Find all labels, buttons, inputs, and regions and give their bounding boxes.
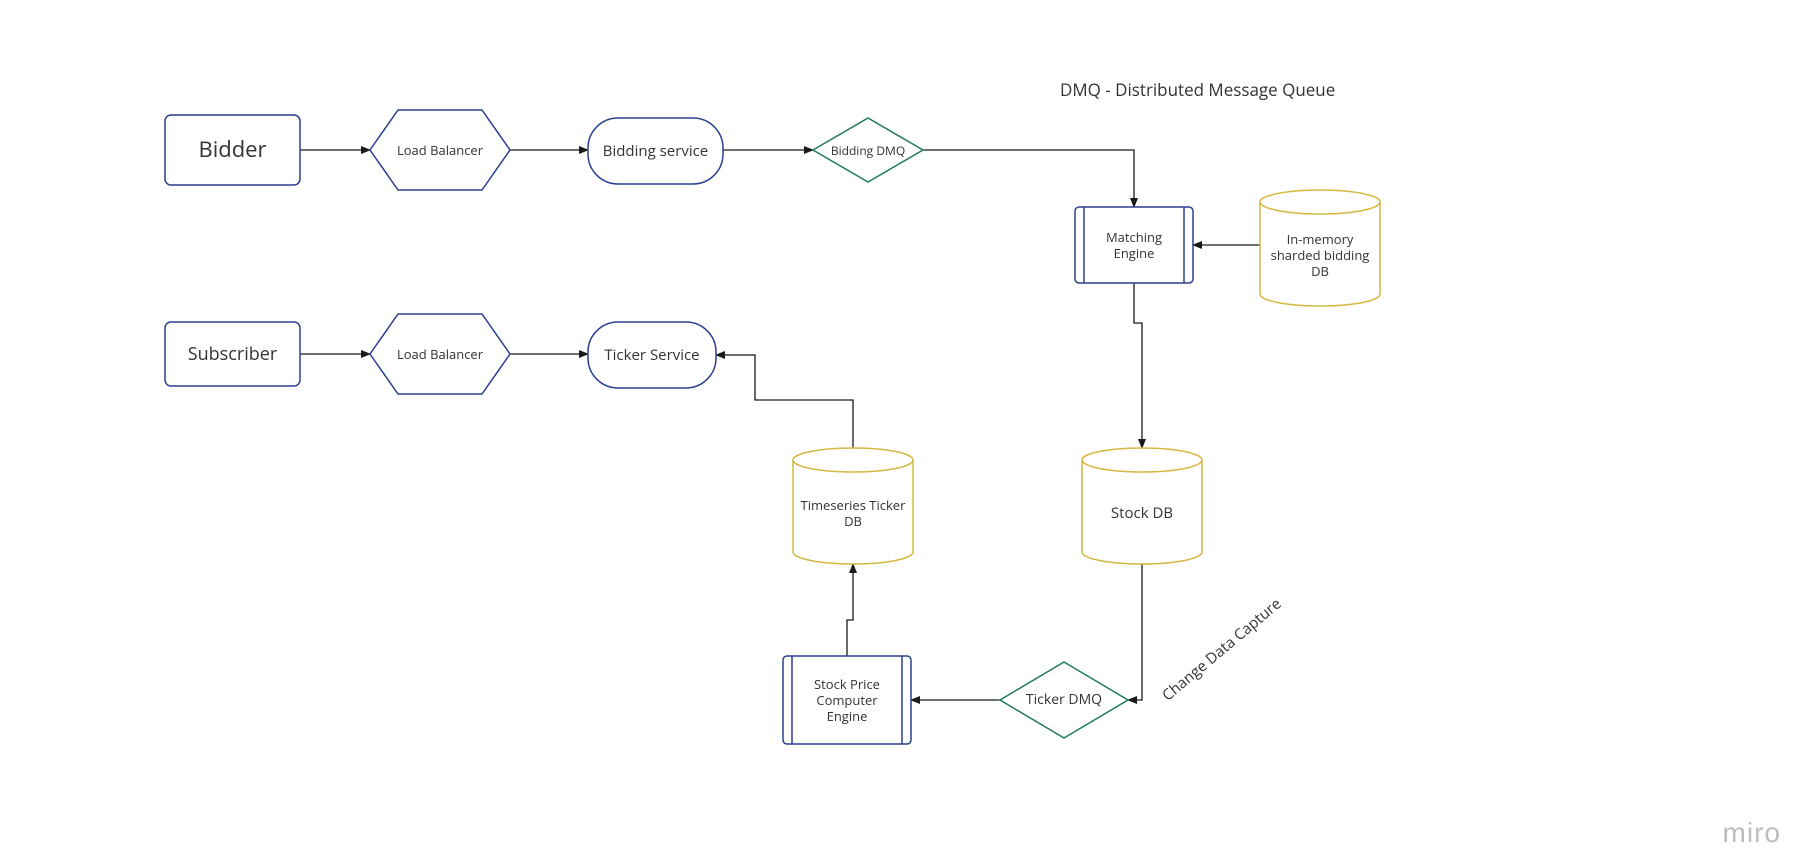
node-label-bidding_service: Bidding service (597, 138, 714, 165)
node-bidder: Bidder (165, 115, 300, 185)
node-label-spce: Stock Price Computer Engine (793, 672, 901, 729)
edge-spce-to-ticker_db (847, 564, 853, 656)
node-stock_db: Stock DB (1082, 466, 1202, 560)
node-label-lb1: Load Balancer (391, 138, 489, 162)
node-label-subscriber: Subscriber (182, 339, 284, 370)
node-bidding_db: In-memory sharded bidding DB (1260, 208, 1380, 302)
edge-bidding_dmq-to-matching_engine (923, 150, 1134, 207)
node-bidding_dmq: Bidding DMQ (813, 118, 923, 182)
annotation-cdc_caption: Change Data Capture (1158, 594, 1285, 705)
annotation-dmq_caption: DMQ - Distributed Message Queue (1060, 78, 1335, 101)
node-label-matching_engine: Matching Engine (1085, 225, 1183, 266)
node-ticker_db: Timeseries Ticker DB (793, 466, 913, 560)
node-label-lb2: Load Balancer (391, 342, 489, 366)
node-ticker_service: Ticker Service (588, 322, 716, 388)
node-bidding_service: Bidding service (588, 118, 723, 184)
node-label-stock_db: Stock DB (1105, 500, 1179, 527)
node-label-ticker_dmq: Ticker DMQ (1020, 687, 1108, 713)
node-lb1: Load Balancer (370, 110, 510, 190)
node-label-bidding_dmq: Bidding DMQ (825, 139, 911, 162)
edge-stock_db-to-ticker_dmq (1128, 564, 1142, 700)
node-lb2: Load Balancer (370, 314, 510, 394)
node-label-bidding_db: In-memory sharded bidding DB (1260, 227, 1380, 284)
node-label-ticker_db: Timeseries Ticker DB (793, 493, 913, 534)
node-ticker_dmq: Ticker DMQ (1000, 662, 1128, 738)
node-subscriber: Subscriber (165, 322, 300, 386)
diagram-canvas: Bidder Load Balancer Bidding service Biddin… (0, 0, 1809, 863)
node-label-ticker_service: Ticker Service (598, 342, 705, 369)
node-spce: Stock Price Computer Engine (793, 656, 901, 744)
edge-ticker_db-to-ticker_service (716, 355, 853, 448)
node-matching_engine: Matching Engine (1085, 207, 1183, 283)
node-label-bidder: Bidder (192, 132, 272, 168)
edge-matching_engine-to-stock_db (1134, 283, 1142, 448)
miro-watermark: miro (1723, 817, 1781, 849)
